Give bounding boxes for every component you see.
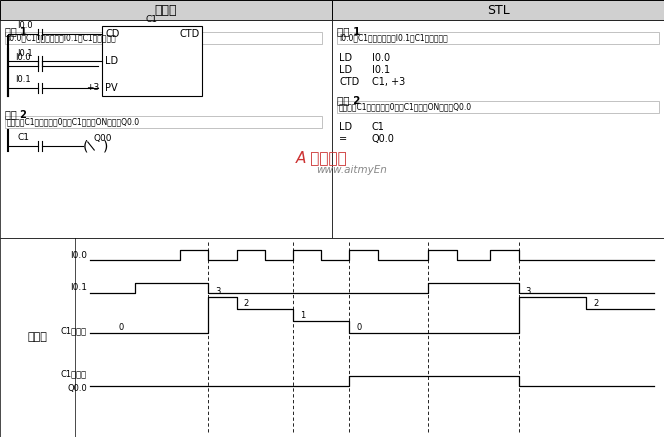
Bar — [332, 20, 664, 238]
Text: Q00: Q00 — [94, 133, 112, 142]
Text: +3: +3 — [86, 83, 99, 93]
Text: LD: LD — [339, 53, 352, 63]
Text: 1: 1 — [299, 311, 305, 320]
Text: 当计数器C1的当前值为0时，C1状态为ON，接通Q0.0: 当计数器C1的当前值为0时，C1状态为ON，接通Q0.0 — [339, 103, 472, 111]
Text: STL: STL — [487, 3, 509, 17]
Text: I0.0: I0.0 — [70, 250, 87, 260]
Text: LD: LD — [339, 122, 352, 132]
Text: 2: 2 — [593, 299, 598, 308]
Text: I0.0: I0.0 — [372, 53, 390, 63]
Bar — [5, 32, 322, 44]
Text: CTD: CTD — [339, 77, 359, 87]
Bar — [0, 0, 332, 20]
Text: 网络 2: 网络 2 — [337, 95, 361, 105]
Text: 梯形图: 梯形图 — [155, 3, 177, 17]
Bar — [5, 116, 322, 128]
Text: LD: LD — [105, 56, 118, 66]
Text: 0: 0 — [118, 323, 124, 332]
Text: 2: 2 — [243, 299, 248, 308]
Text: C1: C1 — [146, 15, 158, 24]
Text: I0.0为C1的计数脉冲，I0.1为C1的复位脉冲: I0.0为C1的计数脉冲，I0.1为C1的复位脉冲 — [339, 34, 448, 42]
Text: CTD: CTD — [180, 29, 200, 39]
Bar — [337, 32, 659, 44]
Text: PV: PV — [105, 83, 118, 93]
Text: I0.1: I0.1 — [70, 284, 87, 292]
Text: CD: CD — [105, 29, 120, 39]
Text: C1, +3: C1, +3 — [372, 77, 405, 87]
Bar — [0, 20, 332, 238]
Text: Q0.0: Q0.0 — [372, 134, 395, 144]
Bar — [332, 0, 664, 20]
Text: 时序图: 时序图 — [28, 333, 47, 343]
Text: 网络 1: 网络 1 — [5, 26, 27, 36]
Text: I0.1: I0.1 — [15, 76, 31, 84]
Text: ): ) — [103, 139, 108, 153]
Text: 网络 2: 网络 2 — [5, 109, 27, 119]
Text: (: ( — [83, 139, 88, 153]
Text: I0.1: I0.1 — [17, 49, 33, 58]
Text: C1: C1 — [17, 133, 29, 142]
Text: C1: C1 — [372, 122, 385, 132]
Text: I0.0为C1的计数脉冲，I0.1为C1的复位脉冲: I0.0为C1的计数脉冲，I0.1为C1的复位脉冲 — [7, 34, 116, 42]
Bar — [337, 101, 659, 113]
Text: C1状态位: C1状态位 — [61, 370, 87, 378]
Bar — [0, 238, 664, 437]
Text: C1当前值: C1当前值 — [61, 326, 87, 336]
Text: I0.0: I0.0 — [15, 53, 31, 62]
Text: A 艾特贸易: A 艾特贸易 — [296, 150, 348, 166]
Text: 0: 0 — [356, 323, 361, 332]
Text: 网络 1: 网络 1 — [337, 26, 361, 36]
Text: 3: 3 — [525, 287, 531, 296]
Text: =: = — [339, 134, 347, 144]
Text: 3: 3 — [215, 287, 220, 296]
Text: LD: LD — [339, 65, 352, 75]
Bar — [102, 26, 202, 96]
Text: 当计数器C1的当前值为0时，C1状态为ON，接通Q0.0: 当计数器C1的当前值为0时，C1状态为ON，接通Q0.0 — [7, 118, 140, 126]
Text: Q0.0: Q0.0 — [67, 384, 87, 392]
Text: I0.0: I0.0 — [17, 21, 33, 31]
Text: I0.1: I0.1 — [372, 65, 390, 75]
Text: www.aitmyEn: www.aitmyEn — [317, 165, 387, 175]
